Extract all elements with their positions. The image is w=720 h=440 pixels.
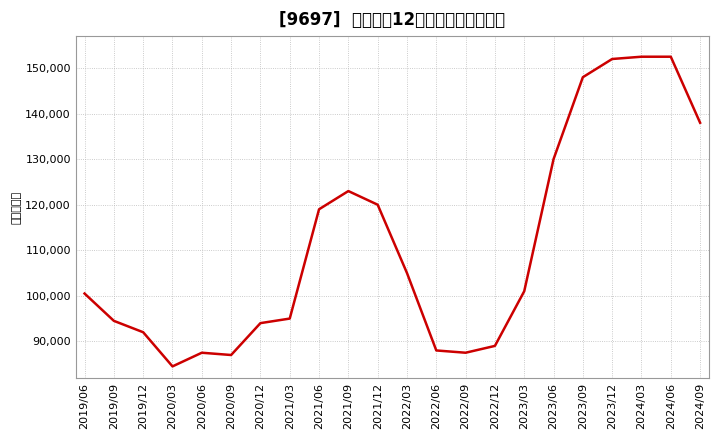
Y-axis label: （百万円）: （百万円） <box>11 191 21 224</box>
Title: [9697]  売上高の12か月移動合計の推移: [9697] 売上高の12か月移動合計の推移 <box>279 11 505 29</box>
